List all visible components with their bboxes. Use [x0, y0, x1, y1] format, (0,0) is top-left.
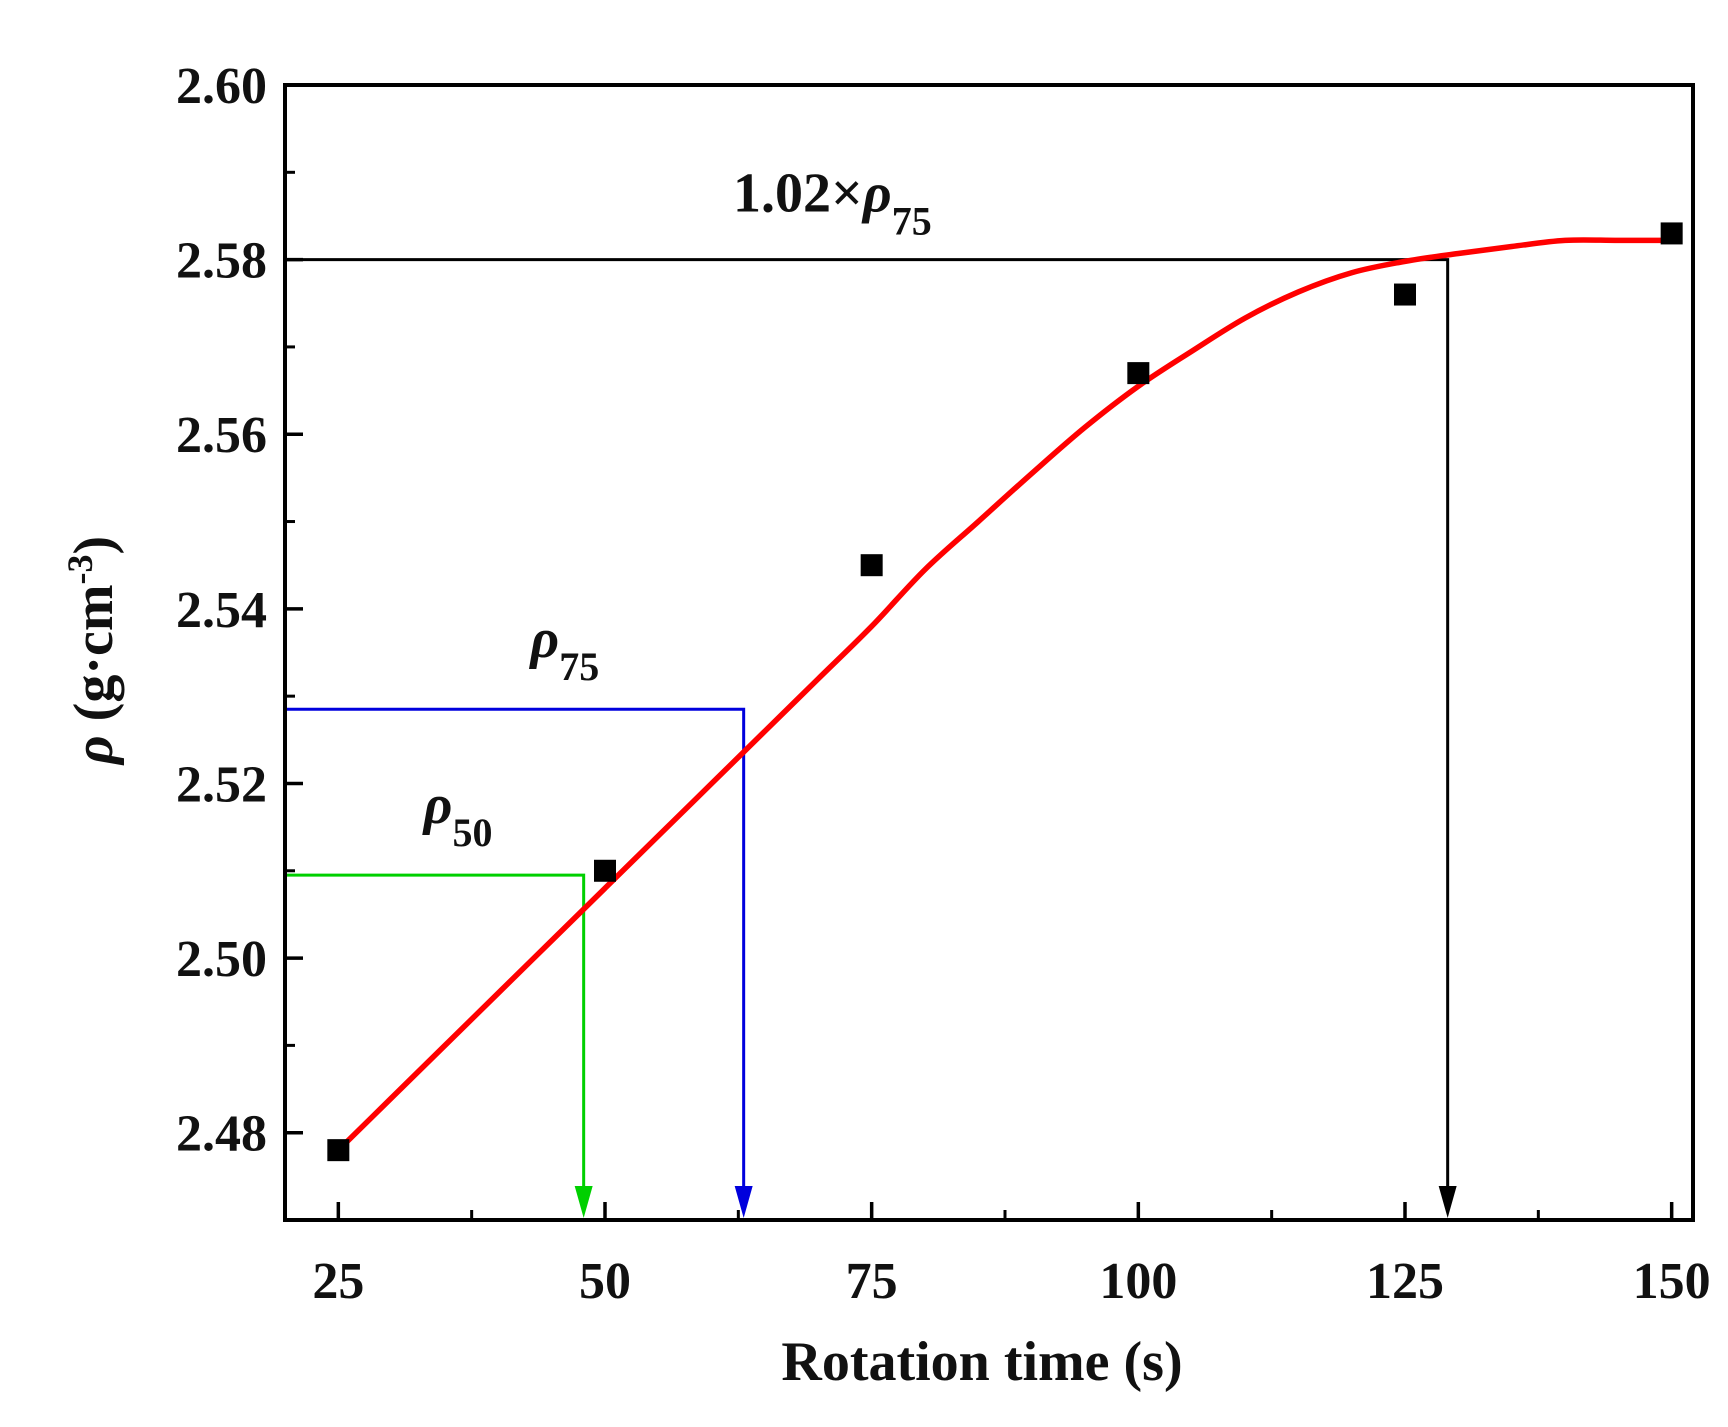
rho75-guide-line: [285, 707, 746, 1192]
y-tick-label: 2.60: [176, 58, 267, 115]
rho75-arrowhead: [734, 1186, 753, 1218]
data-points: [327, 222, 1683, 1162]
y-tick-label: 2.58: [176, 233, 267, 290]
x-tick-label: 100: [1099, 1253, 1177, 1310]
x-axis-title: Rotation time (s): [781, 1331, 1182, 1393]
data-point: [860, 554, 883, 577]
fit-curve: [336, 237, 1672, 1153]
y-tick-label: 2.50: [176, 931, 267, 988]
x-tick-label: 50: [579, 1253, 631, 1310]
rho102-label: 1.02×ρ75: [733, 163, 932, 244]
y-axis-unit: (g·cm: [63, 584, 125, 735]
data-point: [1660, 222, 1683, 245]
y-axis-title: ρ (g·cm-3): [60, 536, 125, 766]
data-point: [327, 1139, 350, 1162]
reference-lines: [285, 258, 1457, 1218]
y-tick-labels: 2.48 2.50 2.52 2.54 2.56 2.58 2.60: [176, 58, 267, 1163]
x-tick-label: 125: [1366, 1253, 1444, 1310]
rho102-guide-line: [285, 258, 1450, 1192]
x-tick-label: 25: [312, 1253, 364, 1310]
rho102-arrowhead: [1438, 1186, 1457, 1218]
plot-frame: [283, 83, 1695, 1222]
y-axis-symbol: ρ: [63, 735, 125, 766]
rho75-label-subscript: 75: [559, 643, 599, 688]
rho75-label-symbol: ρ: [528, 608, 559, 670]
y-axis-unit-exponent: -3: [60, 554, 100, 584]
data-point: [1127, 362, 1150, 385]
y-tick-label: 2.52: [176, 756, 267, 813]
rho50-guide-line: [285, 873, 586, 1192]
y-tick-label: 2.56: [176, 407, 267, 464]
x-tick-label: 75: [846, 1253, 898, 1310]
rho102-label-subscript: 75: [892, 198, 932, 243]
rho102-label-prefix: 1.02×: [733, 163, 863, 225]
rho102-label-symbol: ρ: [861, 163, 892, 225]
x-tick-label: 150: [1633, 1253, 1711, 1310]
x-tick-labels: 25 50 75 100 125 150: [312, 1253, 1710, 1310]
minor-ticks: [285, 170, 1540, 1222]
rho75-label: ρ75: [528, 608, 599, 689]
rho50-label: ρ50: [422, 774, 493, 855]
y-tick-label: 2.54: [176, 582, 267, 639]
data-point: [594, 859, 616, 882]
rho50-label-symbol: ρ: [422, 774, 453, 836]
y-axis-unit-close: ): [63, 536, 125, 555]
rho50-arrowhead: [574, 1186, 593, 1218]
fit-curve-layer: [336, 237, 1672, 1153]
y-tick-label: 2.48: [176, 1106, 267, 1163]
data-point: [1394, 283, 1416, 306]
rho50-label-subscript: 50: [453, 809, 493, 854]
